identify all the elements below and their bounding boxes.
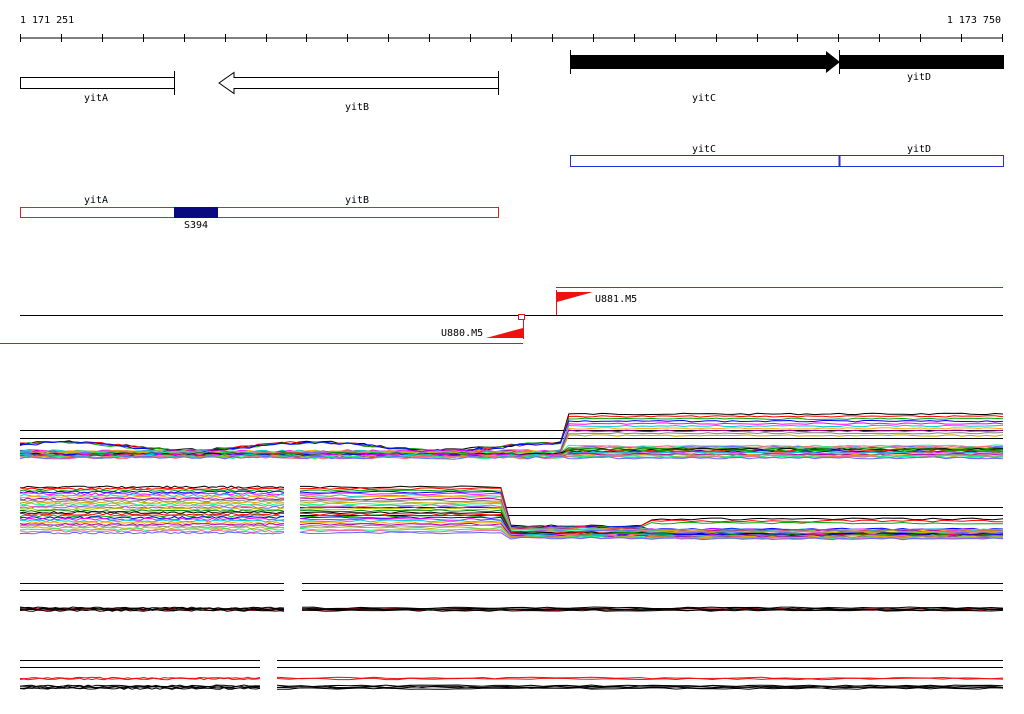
expression-series-line <box>19 497 284 501</box>
expression-series-line <box>276 677 1004 681</box>
expression-series-line <box>19 485 285 489</box>
expression-series-line <box>19 510 285 515</box>
expression-series-line <box>19 524 285 528</box>
coordinate-ruler: 1 171 251 1 173 750 <box>20 15 1003 42</box>
cds-label-yitC: yitC <box>692 144 716 155</box>
expression-series-line <box>19 493 285 497</box>
expression-series-line <box>20 686 261 689</box>
reverse-marker-box <box>518 314 525 320</box>
expression-series-line <box>19 522 285 526</box>
expression-series-line <box>19 509 285 513</box>
expression-panel-3[interactable] <box>19 583 1004 612</box>
expression-series-line <box>19 512 285 516</box>
expression-series-line <box>299 489 1003 529</box>
cds-label-yitD: yitD <box>907 144 931 155</box>
expression-panel-1[interactable] <box>19 412 1004 460</box>
expression-series-line <box>299 499 1004 533</box>
cds-box[interactable] <box>570 155 1004 167</box>
cds-track: yitC yitD <box>570 144 1004 167</box>
forward-flag-icon[interactable] <box>557 292 593 302</box>
expression-series-line <box>19 531 285 535</box>
expression-series-line <box>19 487 285 491</box>
expression-series-line <box>19 517 285 521</box>
tss-track: U881.M5 U880.M5 <box>0 287 1003 344</box>
expression-series-line <box>299 526 1004 540</box>
gene-label-yitA: yitA <box>84 93 108 104</box>
expression-series-line <box>19 412 1004 452</box>
expression-series-line <box>19 684 261 688</box>
expression-series-line <box>19 502 285 506</box>
expression-series-line <box>19 422 1004 454</box>
expression-series-line <box>19 526 285 530</box>
transcript-label-yitB: yitB <box>345 195 369 206</box>
expression-series-line <box>20 495 285 499</box>
transcript-box[interactable] <box>20 207 499 218</box>
expression-series-line <box>19 519 285 523</box>
expression-series-line <box>19 490 285 494</box>
transcript-track: yitA yitB S394 <box>20 195 499 231</box>
gene-yitD[interactable]: yitD <box>839 50 1005 83</box>
expression-series-line <box>301 609 1004 612</box>
expression-series-line <box>19 521 285 525</box>
gene-yitA[interactable]: yitA <box>20 71 175 104</box>
expression-series-line <box>19 687 261 690</box>
expression-series-line <box>19 529 284 533</box>
ruler-start-label: 1 171 251 <box>20 15 74 26</box>
expression-series-line <box>19 499 285 503</box>
ruler-ticks <box>20 34 1003 42</box>
expression-series-line <box>19 677 261 681</box>
expression-series-line <box>299 514 1004 537</box>
transcript-label-yitA: yitA <box>84 195 108 206</box>
expression-series-line <box>19 516 285 520</box>
segment-label: S394 <box>184 220 208 231</box>
expression-series-line <box>19 504 285 508</box>
expression-panel-4[interactable] <box>19 660 1004 690</box>
expression-series-line <box>19 514 285 518</box>
expression-series-line <box>276 687 1004 690</box>
reverse-marker-label: U880.M5 <box>441 328 483 339</box>
gene-yitC[interactable]: yitC <box>570 50 841 104</box>
expression-series-line <box>19 447 1004 457</box>
expression-panel-2[interactable] <box>19 485 1004 541</box>
forward-marker-label: U881.M5 <box>595 294 637 305</box>
expression-series-line <box>299 531 1004 541</box>
expression-series-line <box>301 608 1004 611</box>
gene-label-yitD: yitD <box>907 72 931 83</box>
expression-series-line <box>19 507 285 511</box>
yitD-bar <box>840 55 1004 69</box>
gene-label-yitB: yitB <box>345 102 369 113</box>
expression-series-line <box>19 455 1004 460</box>
expression-series-line <box>19 609 285 612</box>
expression-series-line <box>19 505 285 509</box>
expression-series-line <box>300 487 1004 528</box>
segment-S394[interactable] <box>174 207 218 218</box>
gene-yitB[interactable]: yitB <box>218 71 499 113</box>
gene-label-yitC: yitC <box>692 93 716 104</box>
ruler-end-label: 1 173 750 <box>947 15 1001 26</box>
yitC-arrow <box>571 51 840 73</box>
expression-series-line <box>19 500 285 504</box>
gene-annotation-track: yitA yitB yitC yitD <box>20 50 1005 113</box>
expression-series-line <box>19 429 1004 455</box>
reverse-flag-icon[interactable] <box>486 328 523 338</box>
